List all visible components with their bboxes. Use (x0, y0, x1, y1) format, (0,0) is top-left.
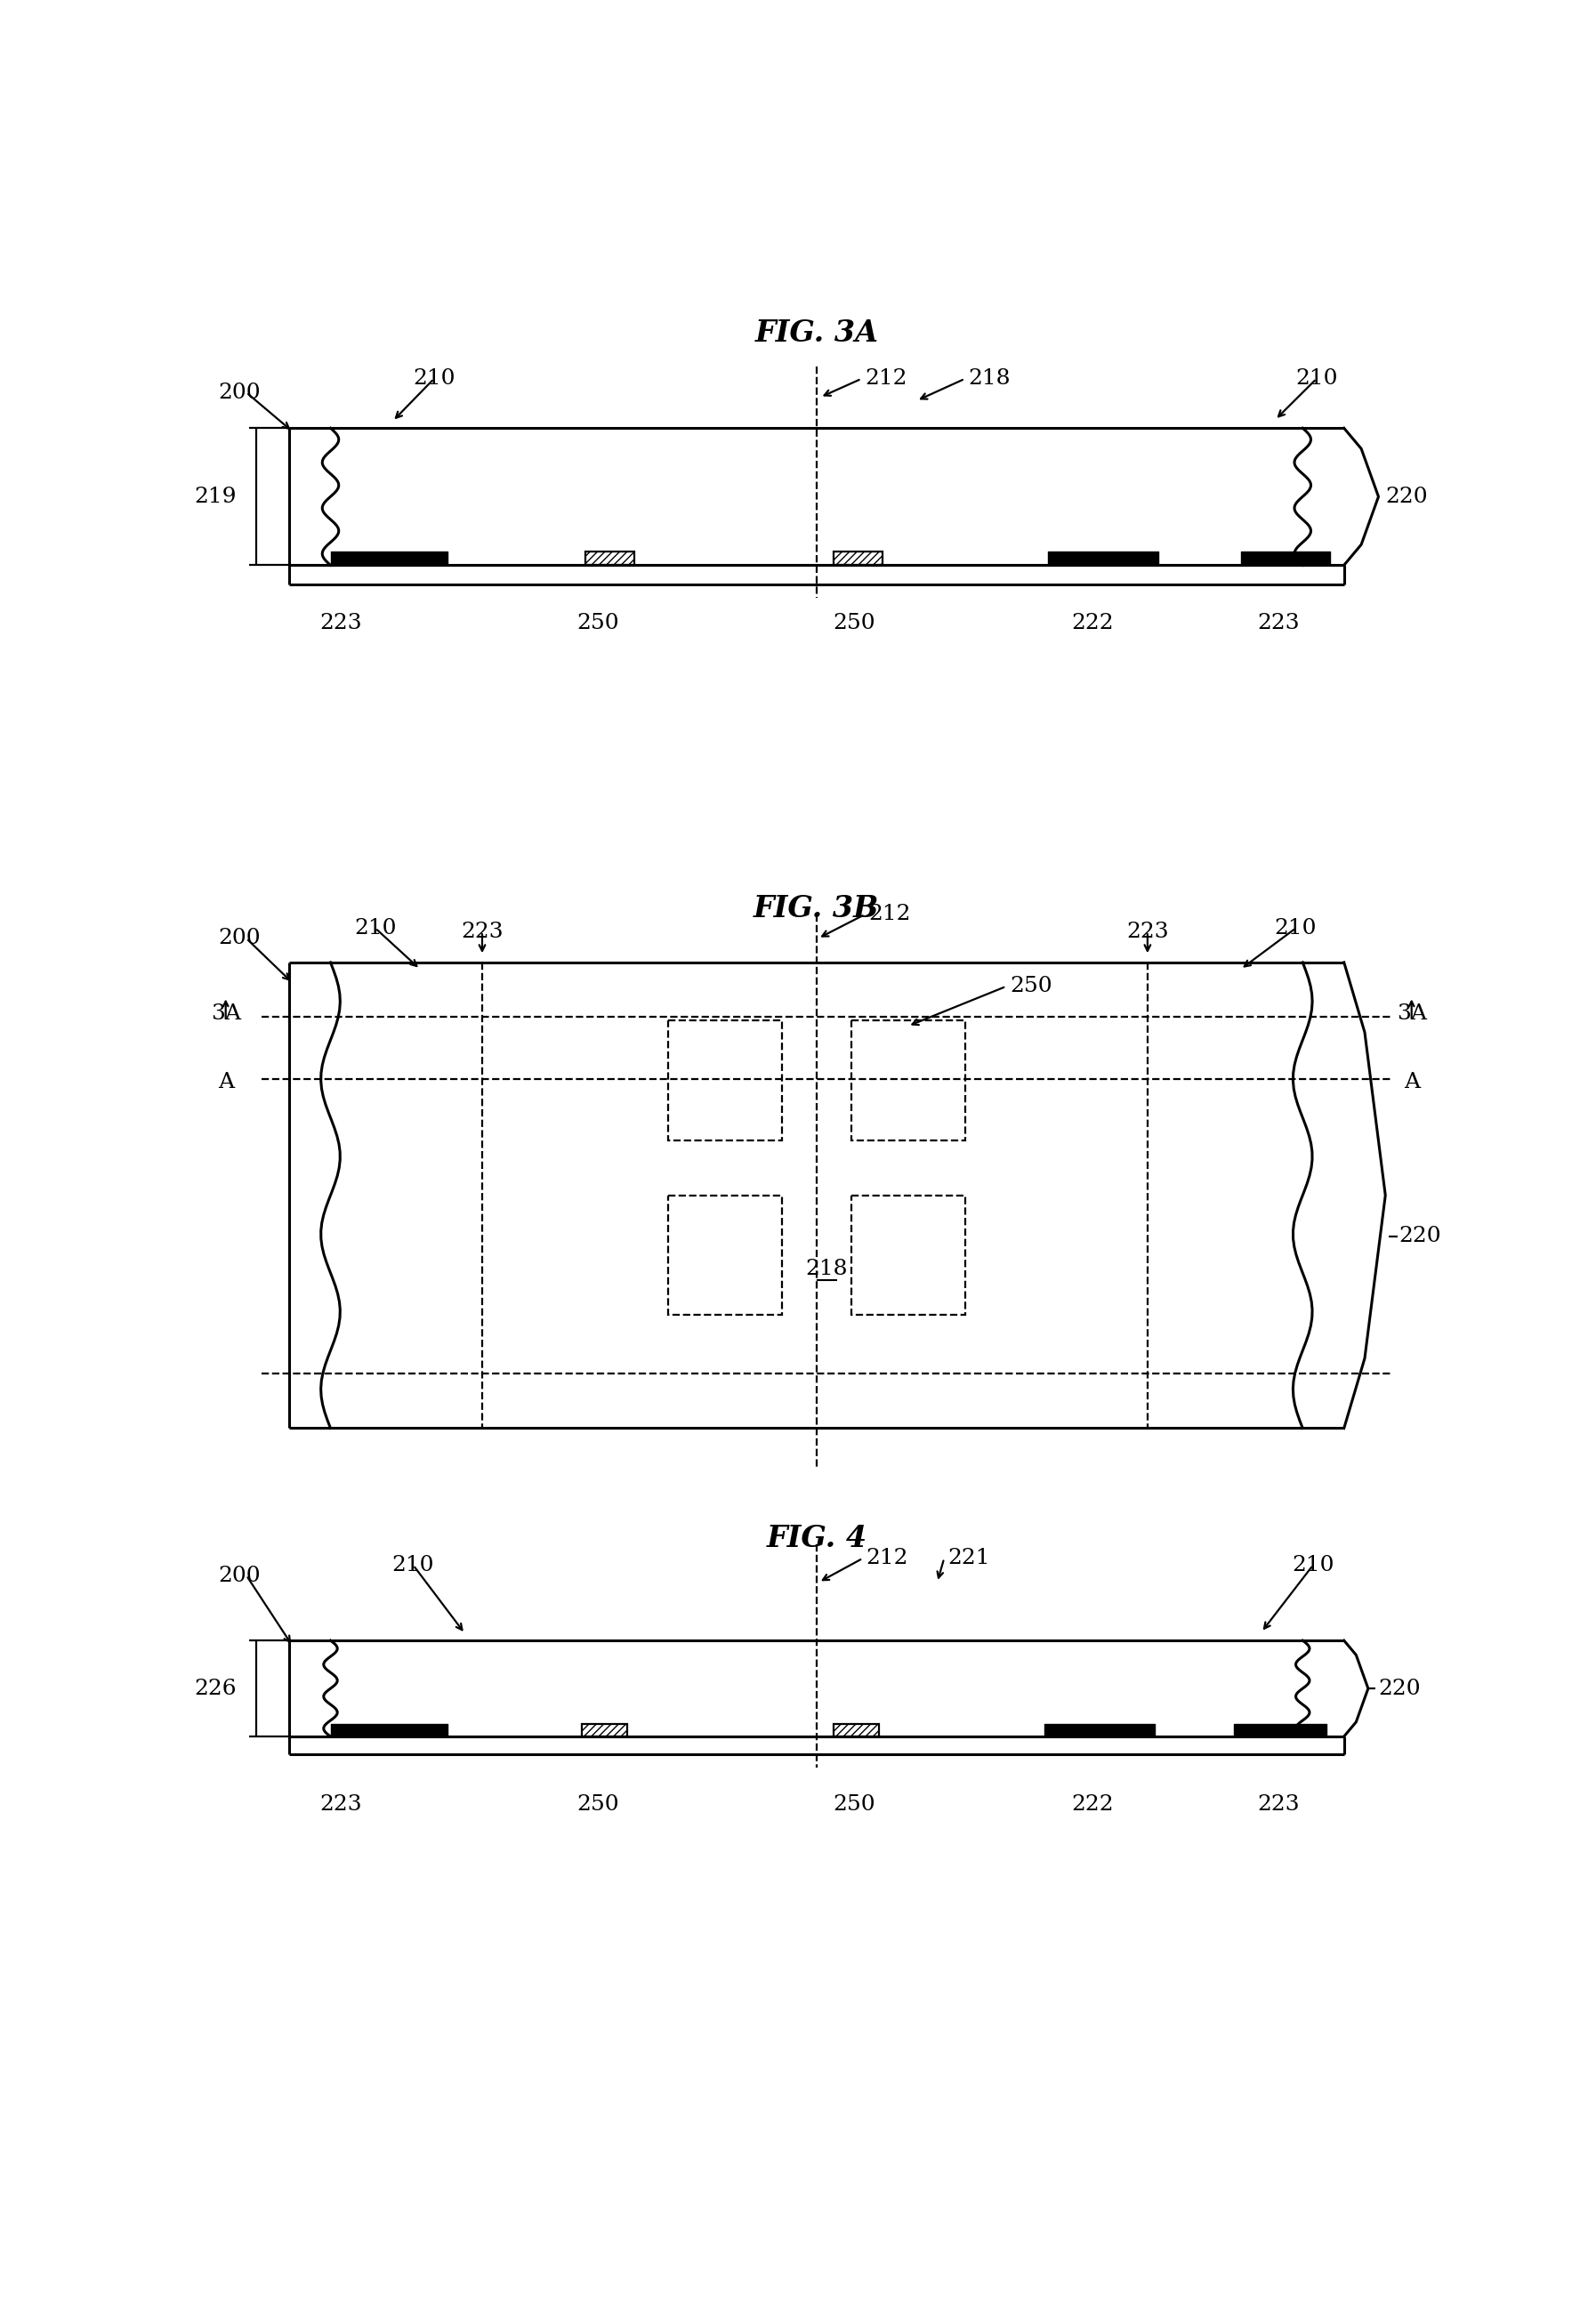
Text: 210: 210 (393, 1556, 434, 1574)
Text: 3A: 3A (211, 1003, 241, 1024)
Text: 223: 223 (1258, 1794, 1299, 1815)
Text: 250: 250 (576, 1794, 619, 1815)
Text: 223: 223 (461, 922, 503, 941)
Bar (851, 1020, 966, 1140)
Text: A: A (1403, 1073, 1419, 1094)
Text: FIG. 3A: FIG. 3A (755, 319, 878, 347)
Text: 219: 219 (195, 486, 236, 506)
Text: 250: 250 (833, 613, 876, 633)
Text: 200: 200 (219, 381, 260, 402)
Text: 212: 212 (867, 1549, 908, 1568)
Text: 223: 223 (319, 1794, 362, 1815)
Text: 250: 250 (833, 1794, 876, 1815)
Text: A: A (217, 1073, 233, 1094)
Bar (833, 1725, 879, 1736)
Text: 210: 210 (1275, 918, 1317, 939)
Text: 222: 222 (1071, 613, 1114, 633)
Bar (669, 1195, 782, 1316)
Text: 250: 250 (576, 613, 619, 633)
Text: FIG. 4: FIG. 4 (766, 1524, 867, 1554)
Text: 222: 222 (1071, 1794, 1114, 1815)
Text: 212: 212 (868, 904, 911, 925)
Text: 226: 226 (195, 1679, 236, 1699)
Text: 223: 223 (319, 613, 362, 633)
Text: 3A: 3A (1396, 1003, 1427, 1024)
Text: 250: 250 (1010, 976, 1052, 996)
Bar (586, 553, 634, 564)
Bar (833, 553, 883, 564)
Text: 210: 210 (354, 918, 396, 939)
Text: 221: 221 (948, 1549, 990, 1568)
Text: 210: 210 (1296, 368, 1337, 388)
Bar (583, 1725, 627, 1736)
Bar (669, 1020, 782, 1140)
Bar (851, 1195, 966, 1316)
Text: 218: 218 (969, 368, 1010, 388)
Text: 210: 210 (1291, 1556, 1334, 1574)
Text: FIG. 3B: FIG. 3B (753, 895, 879, 922)
Text: 218: 218 (806, 1258, 847, 1279)
Text: 223: 223 (1127, 922, 1168, 941)
Text: 210: 210 (413, 368, 455, 388)
Text: 220: 220 (1379, 1679, 1420, 1699)
Text: 220: 220 (1400, 1225, 1441, 1246)
Text: 200: 200 (219, 1565, 260, 1586)
Text: 223: 223 (1258, 613, 1299, 633)
Text: 212: 212 (865, 368, 907, 388)
Text: 200: 200 (219, 927, 260, 948)
Text: 220: 220 (1385, 486, 1428, 506)
